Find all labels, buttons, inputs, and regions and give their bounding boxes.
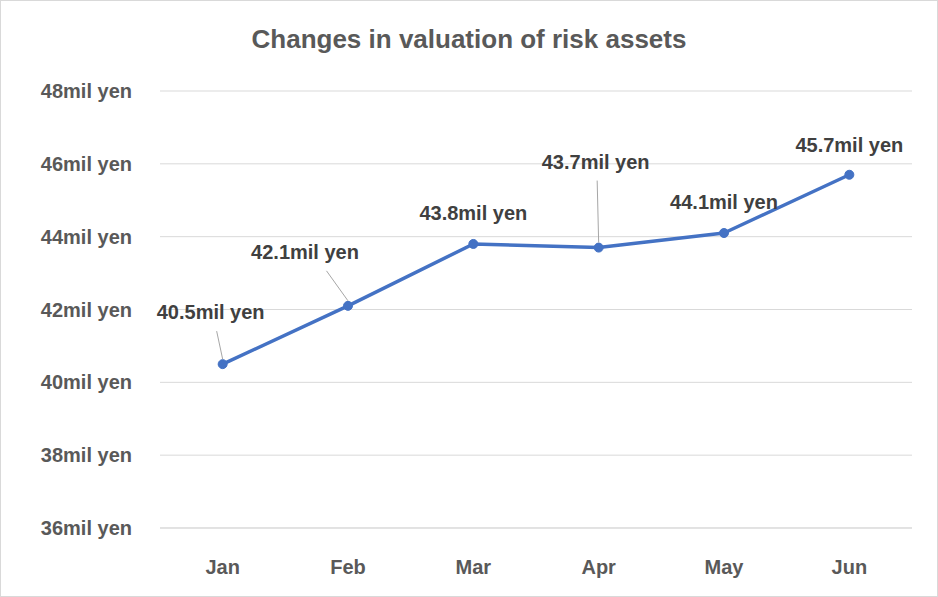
x-tick-label: May — [705, 556, 745, 578]
chart-svg: Changes in valuation of risk assets 36mil… — [0, 0, 938, 597]
x-tick-label: Feb — [330, 556, 366, 578]
chart-container: Changes in valuation of risk assets 36mil… — [0, 0, 938, 597]
data-label: 40.5mil yen — [157, 301, 265, 323]
point-marker — [720, 229, 729, 238]
y-tick-label: 38mil yen — [41, 444, 132, 466]
leader-line — [217, 331, 223, 359]
data-label: 42.1mil yen — [251, 241, 359, 263]
data-labels: 40.5mil yen 42.1mil yen 43.8mil yen 43.7mil… — [157, 134, 904, 359]
leader-line — [597, 181, 599, 243]
data-label: 43.7mil yen — [542, 151, 650, 173]
grid-line — [160, 455, 912, 456]
leader-line — [327, 271, 349, 301]
grid-line — [160, 236, 912, 237]
data-label: 45.7mil yen — [795, 134, 903, 156]
x-axis: Jan Feb Mar Apr May Jun — [205, 556, 867, 578]
y-tick-label: 44mil yen — [41, 226, 132, 248]
y-axis: 36mil yen 38mil yen 40mil yen 42mil yen 44mi… — [41, 80, 912, 539]
data-label: 44.1mil yen — [670, 191, 778, 213]
x-tick-label: Mar — [456, 556, 492, 578]
series-group — [218, 170, 854, 368]
x-tick-label: Jun — [832, 556, 868, 578]
series-line — [223, 175, 850, 364]
grid-line — [160, 309, 912, 310]
grid-line — [160, 382, 912, 383]
point-marker — [218, 360, 227, 369]
y-tick-label: 40mil yen — [41, 371, 132, 393]
x-tick-label: Jan — [205, 556, 239, 578]
point-marker — [344, 301, 353, 310]
x-tick-label: Apr — [581, 556, 616, 578]
point-marker — [594, 243, 603, 252]
chart-background — [1, 1, 938, 597]
point-marker — [845, 170, 854, 179]
grid-line — [160, 528, 912, 529]
y-tick-label: 42mil yen — [41, 299, 132, 321]
grid-line — [160, 91, 912, 92]
y-tick-label: 46mil yen — [41, 153, 132, 175]
x-axis-line — [160, 528, 912, 529]
point-marker — [469, 239, 478, 248]
chart-title: Changes in valuation of risk assets — [252, 24, 687, 54]
data-label: 43.8mil yen — [419, 202, 527, 224]
grid-line — [160, 163, 912, 164]
y-tick-label: 36mil yen — [41, 517, 132, 539]
y-tick-label: 48mil yen — [41, 80, 132, 102]
